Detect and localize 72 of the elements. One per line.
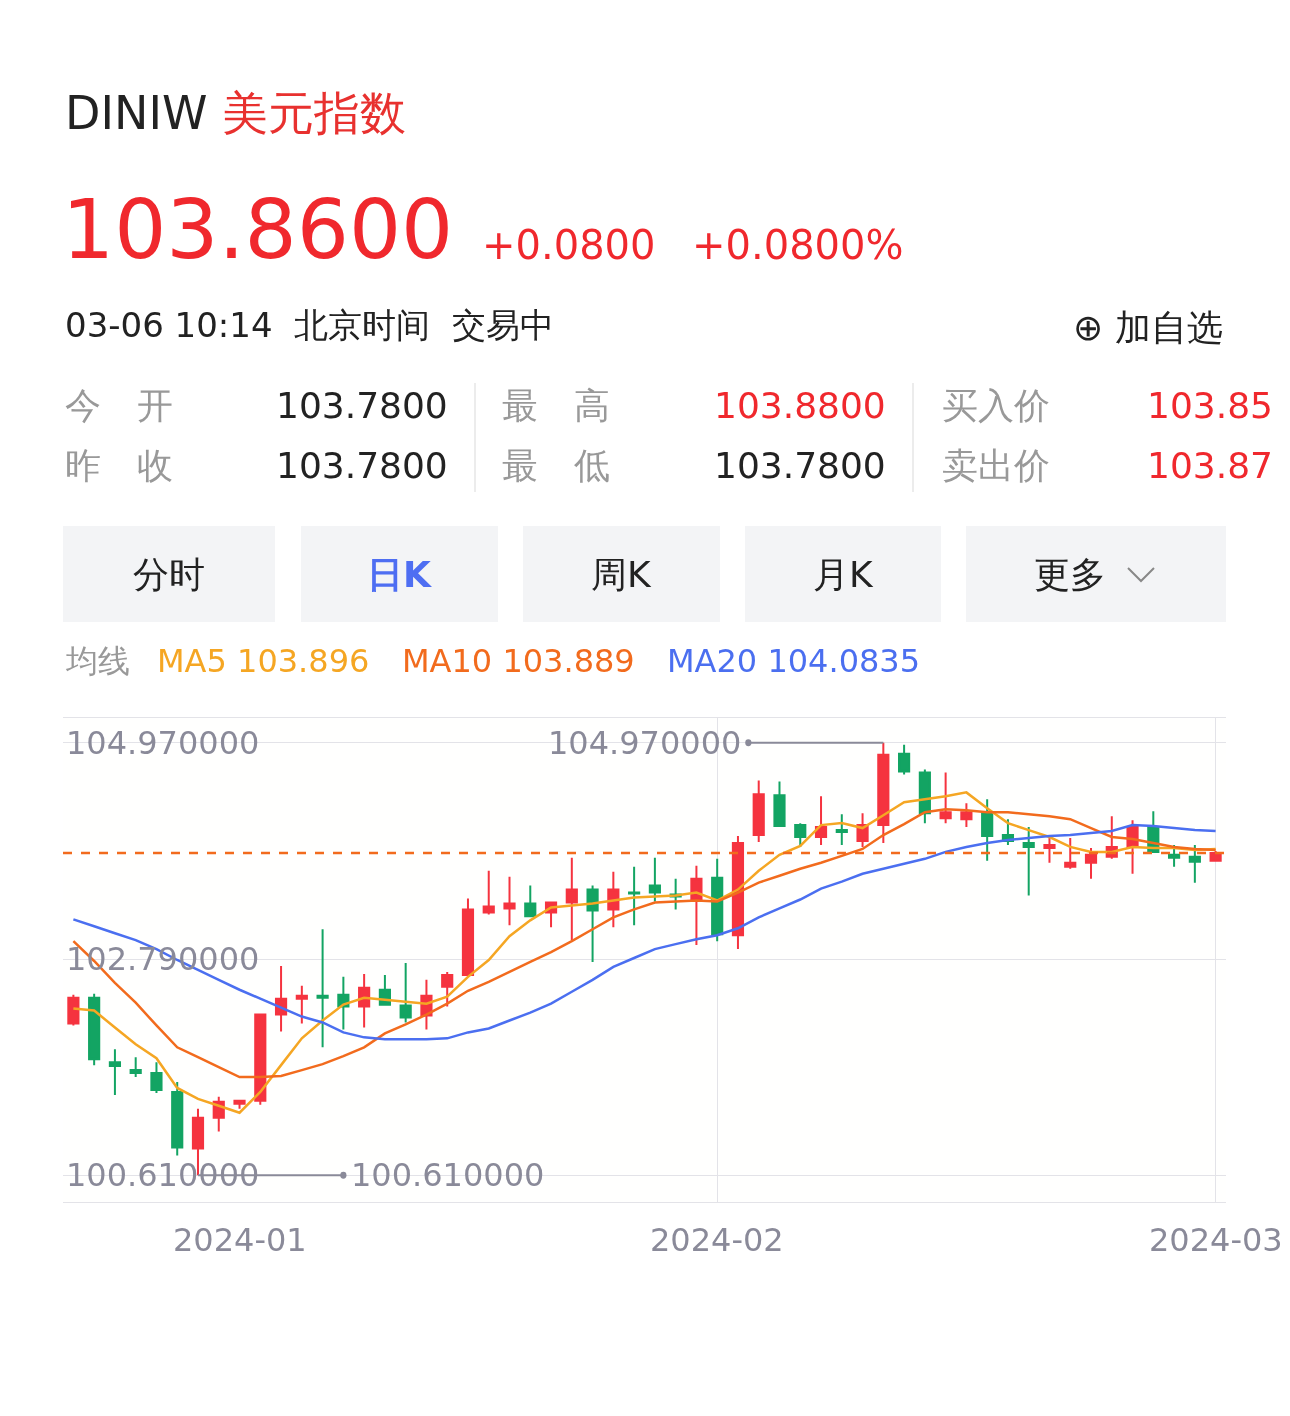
candlestick [981,798,994,862]
candlestick [960,802,973,829]
x-tick-label: 2024-01 [173,1221,307,1259]
candlestick [794,822,807,848]
candlestick [129,1056,142,1079]
text: +0.0800 [482,222,656,268]
candlestick [67,993,80,1027]
text: 103.7800 [276,385,448,426]
text: 周K [591,554,652,595]
candlestick [524,884,537,918]
candlestick [108,1048,122,1096]
candlestick [939,771,952,825]
text: ⊕ 加自选 [1073,307,1223,348]
text: 103.8600 [62,182,454,277]
candlestick [441,970,454,1008]
candlestick [254,1012,267,1106]
text: 103.8800 [714,385,886,426]
text: +0.0800% [692,222,904,268]
candlestick [88,992,101,1067]
text: 103.87 [1147,445,1273,486]
text: 日K [367,554,432,595]
text: 昨 收 [65,445,173,486]
text: 买入价 [942,385,1050,426]
candlestick [752,779,765,843]
candlestick [399,961,412,1024]
candlestick [898,743,911,776]
candlestick [295,984,308,1025]
candlestick [1188,843,1201,884]
text: 今 开 [65,385,173,426]
candlestick [877,741,890,844]
annotation: 100.610000 [351,1156,545,1194]
candlestick [711,857,724,943]
text: 更多 [1034,554,1106,595]
text: 103.7800 [276,445,448,486]
candlestick [150,1061,163,1094]
candlestick [1022,826,1035,897]
candlestick [565,856,578,942]
candlestick [1084,846,1098,880]
candlestick [316,928,329,1049]
text: 03-06 10:14 北京时间 交易中 [65,305,554,345]
y-tick-label: 104.970000 [66,724,260,762]
text: 分时 [133,554,205,595]
text: 最 高 [502,385,610,426]
y-tick-label: 100.610000 [66,1156,260,1195]
text: MA5 103.896 [157,642,370,680]
chart-title: DINIW 美元指数 [65,86,407,140]
candlestick [233,1099,246,1110]
candlestick [461,897,475,978]
text: MA20 104.0835 [667,642,921,680]
candlestick [773,780,786,829]
candlestick [814,795,828,846]
candlestick [1064,837,1077,870]
x-tick-label: 2024-02 [650,1221,784,1259]
annotation: 104.970000 [548,724,742,762]
x-tick-label: 2024-03 [1149,1221,1283,1259]
candlestick [482,869,495,916]
legend-title: 均线 [65,642,130,680]
text: MA10 103.889 [402,642,635,680]
candlestick [503,875,516,927]
candlestick [358,972,371,1029]
text: 103.7800 [714,445,886,486]
text: 103.85 [1147,385,1273,426]
candlestick [1167,843,1181,868]
candlestick [171,1080,184,1157]
candlestick [628,865,641,927]
candlestick [274,964,288,1033]
candlestick [648,856,661,903]
text: 最 低 [502,445,610,486]
candlestick [835,813,848,846]
text: 月K [813,554,874,595]
candlestick [586,884,599,963]
text: 卖出价 [942,445,1050,486]
